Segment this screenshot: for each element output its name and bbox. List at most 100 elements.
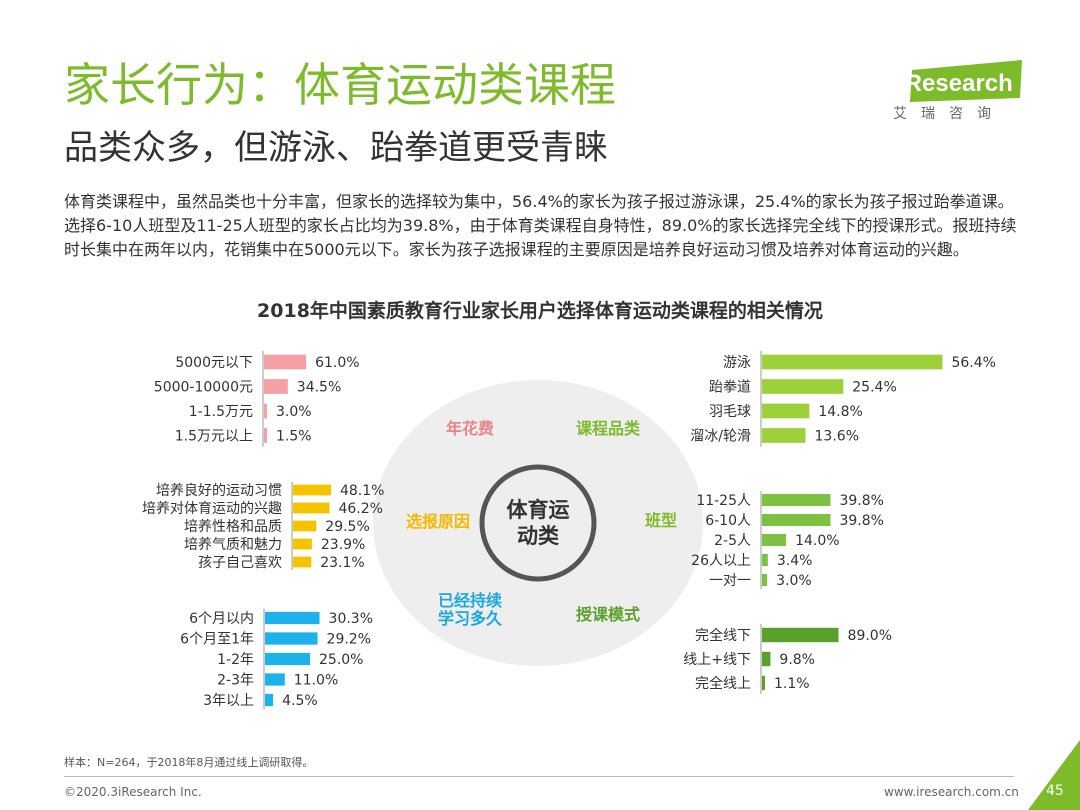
- bar: [265, 652, 310, 666]
- category-label: 羽毛球: [709, 404, 751, 420]
- value-label: 3.0%: [776, 573, 812, 589]
- bar: [265, 693, 274, 707]
- category-label: 1-2年: [217, 652, 254, 668]
- value-label: 1.5%: [276, 429, 312, 445]
- category-label: 1-1.5万元: [189, 404, 253, 420]
- page-number: 45: [1046, 783, 1064, 799]
- iresearch-logo: iResearch: [898, 60, 1022, 102]
- bar: [264, 379, 288, 394]
- value-label: 30.3%: [329, 611, 373, 627]
- center-background-circle: [373, 380, 703, 666]
- category-label: 培养性格和品质: [184, 519, 282, 535]
- value-label: 9.8%: [779, 652, 815, 668]
- bar: [265, 673, 285, 686]
- logo-subtitle: 艾瑞咨询: [893, 106, 1005, 122]
- bar: [762, 534, 787, 546]
- category-label: 完全线下: [695, 627, 751, 644]
- spoke-label: 课程品类: [576, 419, 641, 438]
- bar: [762, 494, 831, 506]
- center-ring: [479, 464, 597, 582]
- value-label: 39.8%: [839, 513, 883, 529]
- bar: [265, 611, 320, 625]
- category-label: 11-25人: [696, 493, 751, 509]
- value-label: 3.0%: [276, 404, 312, 420]
- value-label: 14.0%: [795, 533, 839, 549]
- category-label: 培养良好的运动习惯: [156, 482, 282, 499]
- corner-decoration: [1028, 740, 1080, 810]
- bar: [762, 379, 844, 394]
- bar: [293, 502, 330, 514]
- chart-title: 2018年中国素质教育行业家长用户选择体育运动类课程的相关情况: [257, 300, 823, 322]
- page-subtitle: 品类众多，但游泳、跆拳道更受青睐: [64, 128, 608, 168]
- bar: [762, 574, 768, 586]
- value-label: 29.5%: [325, 519, 369, 535]
- category-label: 2-3年: [217, 673, 254, 689]
- bar: [762, 354, 943, 370]
- category-label: 培养气质和魅力: [184, 537, 282, 553]
- footer-divider: [64, 776, 1014, 777]
- value-label: 25.0%: [319, 652, 363, 668]
- bar: [762, 428, 806, 443]
- value-label: 4.5%: [282, 693, 318, 709]
- value-label: 23.9%: [321, 537, 365, 553]
- category-label: 孩子自己喜欢: [198, 555, 282, 571]
- category-label: 游泳: [723, 355, 751, 371]
- value-label: 11.0%: [294, 673, 338, 689]
- bar-charts: 5000元以下 61.0% 5000-10000元 34.5% 1-1.5万元 3.0% 1…: [142, 350, 996, 710]
- category-label: 26人以上: [691, 553, 751, 569]
- bar: [264, 354, 307, 370]
- bar: [264, 403, 267, 419]
- center-label-line2: 动类: [517, 524, 560, 548]
- category-label: 6-10人: [705, 513, 751, 529]
- bar: [762, 675, 765, 691]
- value-label: 89.0%: [848, 628, 892, 644]
- bar: [762, 514, 831, 526]
- sample-note: 样本：N=264，于2018年8月通过线上调研取得。: [64, 756, 314, 769]
- category-label: 3年以上: [203, 693, 254, 709]
- bar: [264, 428, 267, 443]
- category-label: 5000元以下: [175, 355, 253, 371]
- logo-text: iResearch: [898, 70, 1013, 97]
- value-label: 14.8%: [818, 404, 862, 420]
- value-label: 34.5%: [297, 380, 341, 396]
- category-label: 6个月以内: [189, 611, 254, 627]
- value-label: 39.8%: [839, 493, 883, 509]
- value-label: 3.4%: [777, 553, 813, 569]
- category-label: 2-5人: [714, 533, 751, 549]
- logo-shape: [910, 60, 1022, 102]
- value-label: 13.6%: [815, 429, 859, 445]
- page-title: 家长行为：体育运动类课程: [64, 58, 616, 112]
- category-label: 完全线上: [695, 675, 751, 692]
- category-label: 5000-10000元: [154, 380, 253, 396]
- bar: [762, 554, 768, 566]
- spoke-label: 班型: [645, 511, 677, 530]
- value-label: 1.1%: [774, 676, 810, 692]
- value-label: 56.4%: [951, 355, 995, 371]
- value-label: 46.2%: [338, 501, 382, 517]
- category-label: 溜冰/轮滑: [690, 428, 751, 445]
- description-text: 体育类课程中，虽然品类也十分丰富，但家长的选择较为集中，56.4%的家长为孩子报…: [64, 192, 1017, 259]
- website-url: www.iresearch.com.cn: [884, 785, 1019, 799]
- center-label-line1: 体育运: [507, 498, 570, 522]
- category-label: 跆拳道: [709, 380, 751, 396]
- category-label: 6个月至1年: [180, 632, 254, 648]
- value-label: 29.2%: [327, 632, 371, 648]
- spoke-label: 年花费: [446, 419, 494, 438]
- spoke-label: 选报原因: [406, 512, 470, 531]
- value-label: 48.1%: [340, 483, 384, 499]
- category-label: 1.5万元以上: [175, 429, 253, 445]
- bar: [762, 651, 771, 667]
- bar: [293, 556, 312, 568]
- spoke-label: 学习多久: [438, 609, 503, 628]
- category-label: 线上+线下: [683, 652, 751, 668]
- spoke-label: 已经持续: [438, 591, 502, 610]
- bar: [762, 403, 810, 419]
- bar: [293, 538, 312, 550]
- category-label: 一对一: [709, 573, 751, 589]
- spoke-label: 授课模式: [576, 605, 640, 624]
- copyright: ©2020.3iResearch Inc.: [64, 785, 202, 799]
- bar: [762, 627, 839, 643]
- bar: [293, 520, 317, 532]
